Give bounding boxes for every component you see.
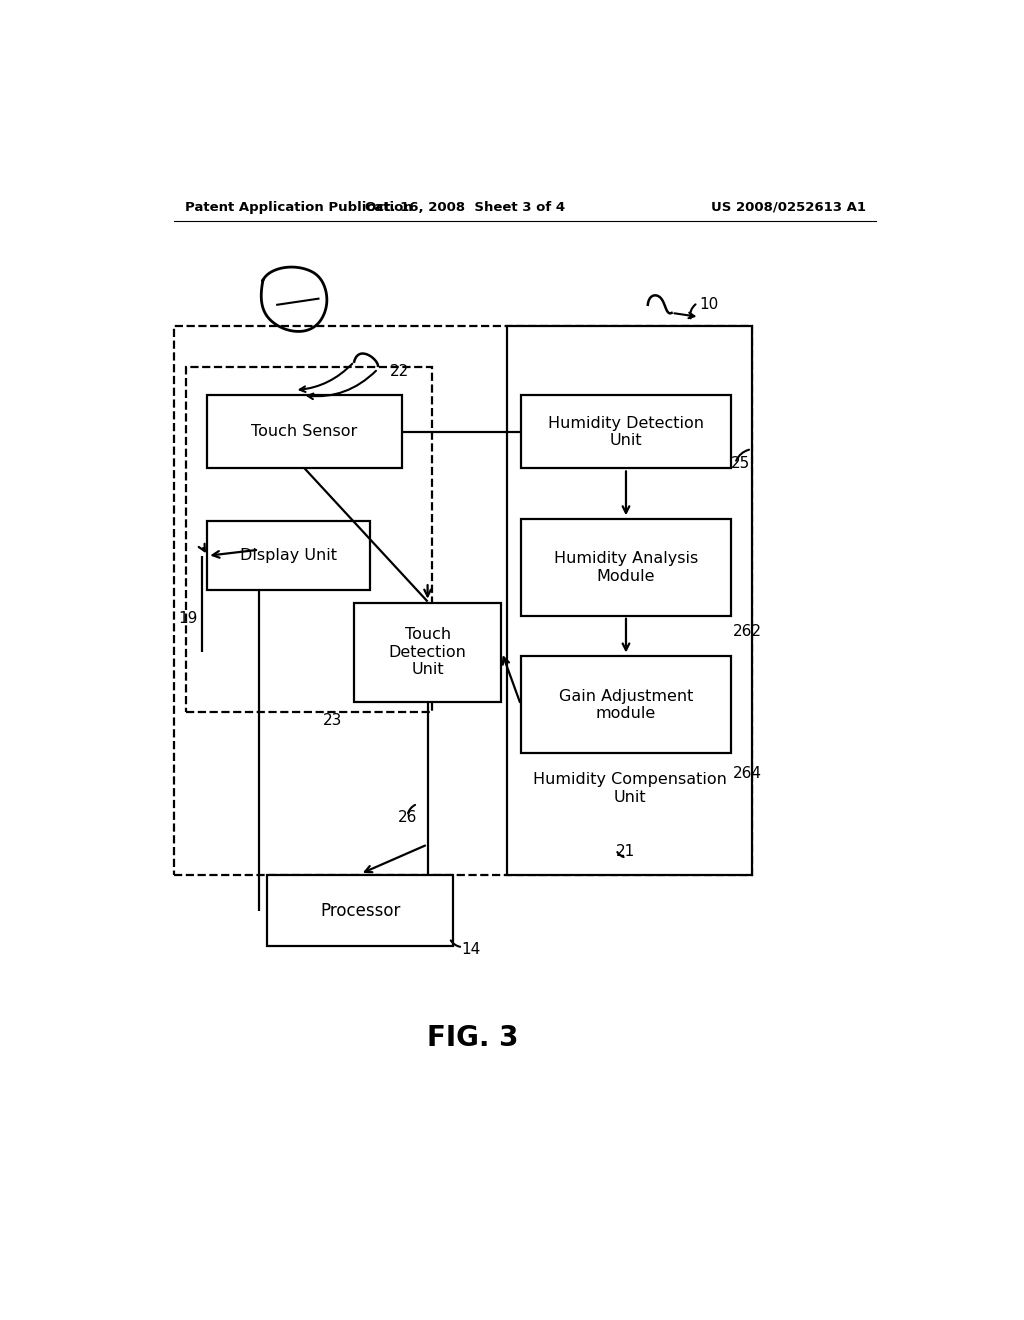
Text: Humidity Compensation
Unit: Humidity Compensation Unit — [532, 772, 726, 805]
Text: 10: 10 — [699, 297, 719, 313]
Bar — [186, 367, 432, 713]
Text: 25: 25 — [731, 455, 751, 471]
Text: 14: 14 — [461, 941, 480, 957]
Text: Humidity Analysis
Module: Humidity Analysis Module — [554, 552, 698, 583]
Bar — [354, 602, 501, 702]
Bar — [521, 519, 731, 615]
Bar — [267, 875, 454, 946]
Text: 21: 21 — [616, 843, 635, 859]
Text: 19: 19 — [178, 611, 198, 626]
Bar — [521, 656, 731, 752]
Bar — [174, 326, 752, 875]
Bar — [207, 521, 370, 590]
Text: Gain Adjustment
module: Gain Adjustment module — [559, 689, 693, 721]
Text: Patent Application Publication: Patent Application Publication — [185, 201, 413, 214]
Text: 23: 23 — [323, 713, 342, 727]
Text: Processor: Processor — [319, 902, 400, 920]
Text: Humidity Detection
Unit: Humidity Detection Unit — [548, 416, 703, 447]
Bar — [521, 395, 731, 469]
Bar — [207, 395, 401, 469]
Text: Touch Sensor: Touch Sensor — [252, 424, 357, 440]
Text: 26: 26 — [397, 809, 417, 825]
Text: Display Unit: Display Unit — [241, 548, 337, 564]
Text: FIG. 3: FIG. 3 — [427, 1023, 519, 1052]
Text: Touch
Detection
Unit: Touch Detection Unit — [389, 627, 467, 677]
Text: 22: 22 — [390, 364, 410, 379]
Bar — [507, 326, 752, 875]
Text: US 2008/0252613 A1: US 2008/0252613 A1 — [711, 201, 866, 214]
Text: 262: 262 — [733, 623, 762, 639]
Text: 264: 264 — [733, 766, 762, 781]
Text: Oct. 16, 2008  Sheet 3 of 4: Oct. 16, 2008 Sheet 3 of 4 — [366, 201, 565, 214]
